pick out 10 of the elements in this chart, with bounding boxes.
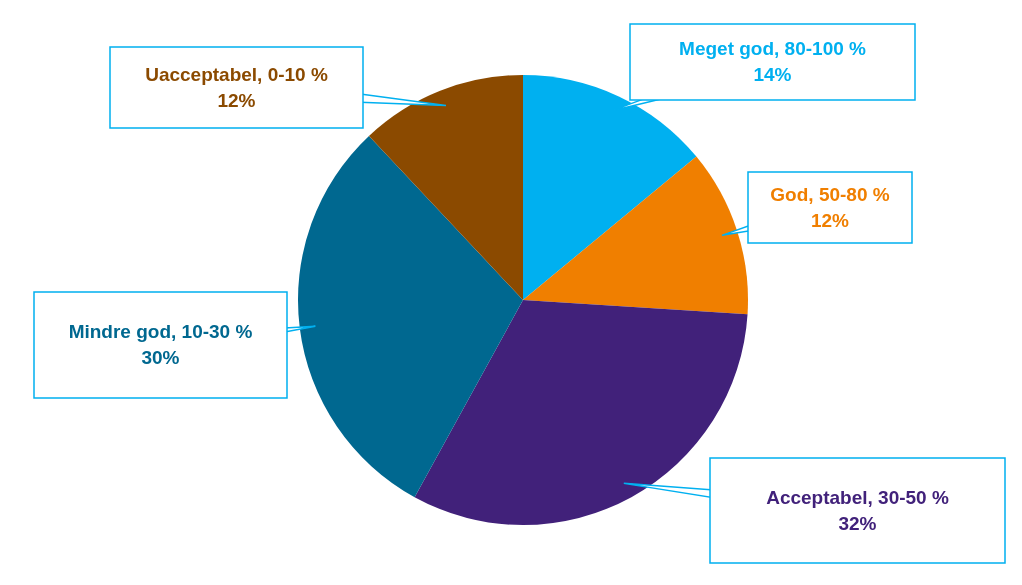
data-label: 14% [753, 64, 792, 86]
slice-label: Mindre god, 10-30 % [68, 321, 253, 343]
data-label: 32% [838, 512, 877, 534]
slice-label: God, 50-80 % [770, 183, 890, 205]
slice-label: Acceptabel, 30-50 % [766, 486, 949, 508]
slice-label: Uacceptabel, 0-10 % [145, 63, 328, 85]
data-label: 12% [810, 209, 850, 231]
slice-label: Meget god, 80-100 % [679, 38, 867, 60]
data-label: 30% [141, 347, 180, 369]
data-label: 12% [217, 89, 256, 111]
